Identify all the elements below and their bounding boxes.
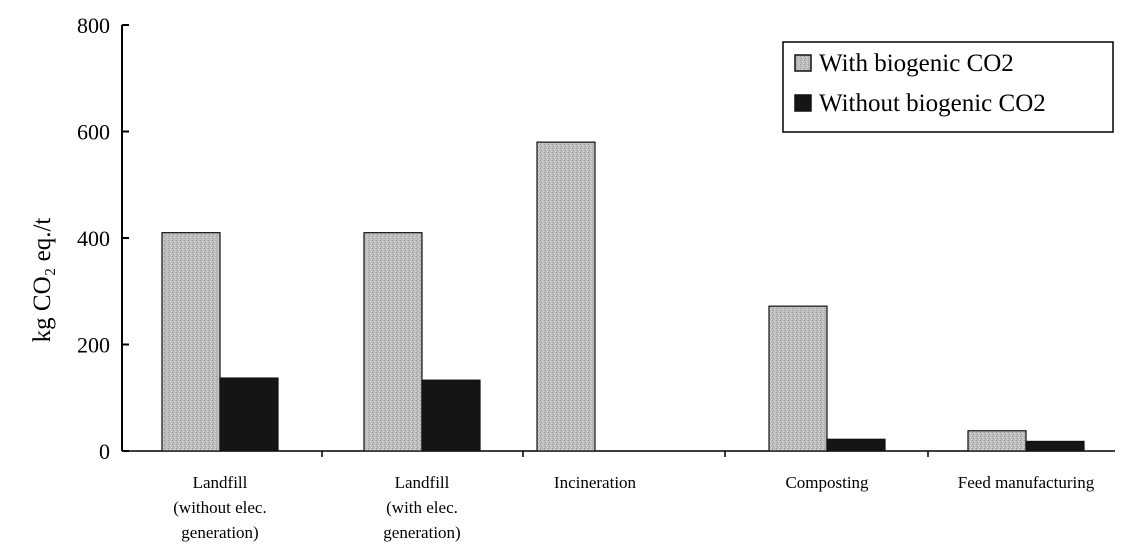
- bar-with-biogenic: [161, 232, 221, 452]
- bar-without-biogenic: [421, 379, 481, 452]
- legend-box: [782, 41, 1114, 133]
- x-category-label: (without elec.: [173, 498, 266, 517]
- x-category-label: Landfill: [193, 473, 248, 492]
- y-axis-title: kg CO₂ eq./t: [29, 218, 56, 343]
- x-category-label: generation): [181, 523, 258, 542]
- bar-with-biogenic: [363, 232, 423, 452]
- y-tick-label: 200: [77, 333, 110, 358]
- bar-without-biogenic: [826, 438, 886, 452]
- legend-swatch: [794, 94, 812, 112]
- bar-without-biogenic: [1025, 440, 1085, 452]
- y-tick-label: 800: [77, 13, 110, 38]
- x-category-label: Composting: [785, 473, 869, 492]
- bar-without-biogenic: [219, 377, 279, 452]
- y-tick-label: 400: [77, 226, 110, 251]
- x-category-label: (with elec.: [386, 498, 458, 517]
- legend-swatch: [794, 54, 812, 72]
- bar-with-biogenic: [536, 141, 596, 452]
- x-category-label: Landfill: [395, 473, 450, 492]
- x-category-label: Incineration: [554, 473, 637, 492]
- legend: With biogenic CO2 Without biogenic CO2: [782, 41, 1114, 133]
- legend-label: Without biogenic CO2: [819, 90, 1046, 117]
- x-category-label: generation): [383, 523, 460, 542]
- y-tick-label: 0: [99, 439, 110, 464]
- bar-with-biogenic: [967, 430, 1027, 452]
- y-tick-label: 600: [77, 120, 110, 145]
- plot-area: 0 200 400 600 800 Landfill (without elec. gener…: [77, 13, 1115, 542]
- legend-label: With biogenic CO2: [819, 50, 1014, 77]
- x-category-label: Feed manufacturing: [958, 473, 1095, 492]
- bar-with-biogenic: [768, 305, 828, 452]
